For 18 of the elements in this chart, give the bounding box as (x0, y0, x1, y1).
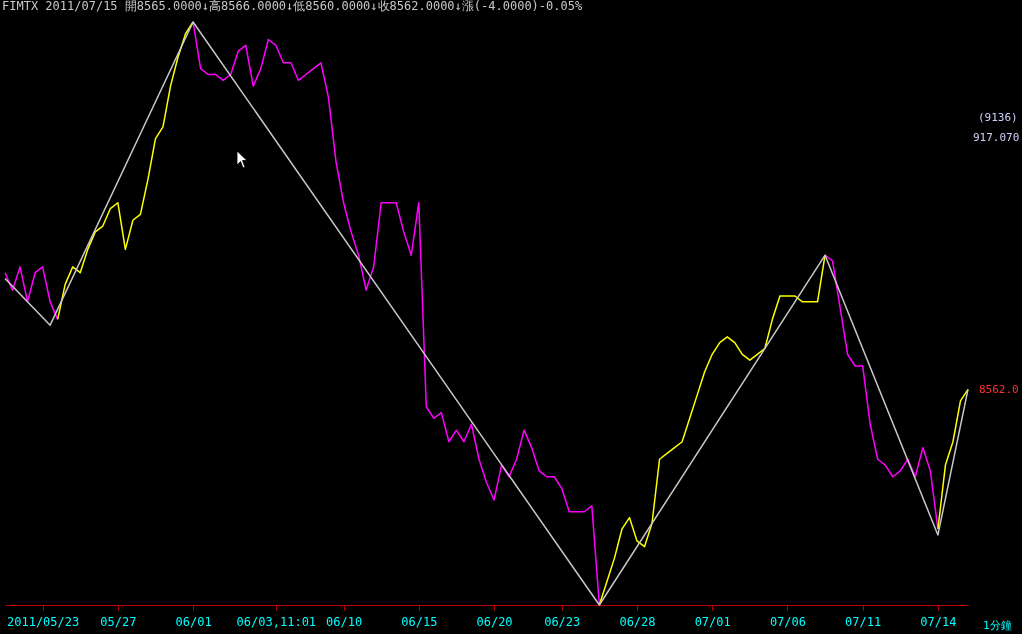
x-tick-label: 07/01 (694, 614, 731, 629)
x-tick-label: 06/01 (175, 614, 212, 629)
text: 1分鐘 (983, 619, 1012, 632)
x-tick-label: 06/10 (325, 614, 363, 629)
x-tick-label: 06/28 (619, 614, 656, 629)
text: (9136) (978, 111, 1018, 124)
x-tick-label: 07/14 (920, 614, 957, 629)
x-tick-label: 05/27 (100, 614, 137, 629)
text: 917.070 (973, 131, 1020, 144)
chart-title: FIMTX 2011/07/15 開8565.0000↓高8566.0000↓低8560.0000↓收8562.0000↓漲(-4.0000)-0.05% (2, 0, 583, 14)
x-tick-label: 06/23 (544, 614, 581, 629)
x-tick-label: 07/06 (769, 614, 806, 629)
x-tick-label: 2011/05/23 (6, 614, 80, 629)
x-tick-label: 06/20 (476, 614, 513, 629)
x-tick-label: 07/11 (845, 614, 882, 629)
x-tick-label: 06/03,11:01 (236, 614, 317, 629)
text: 8562.0 (979, 383, 1019, 396)
x-tick-label: 06/15 (401, 614, 438, 629)
